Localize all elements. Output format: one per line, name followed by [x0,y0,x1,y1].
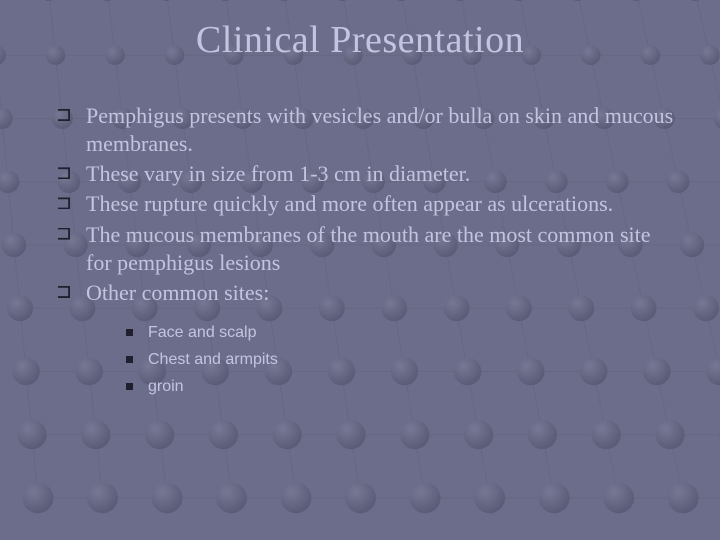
sub-bullet-item: Chest and armpits [126,346,680,373]
sub-bullet-list: Face and scalp Chest and armpits groin [86,319,680,401]
sub-bullet-text: Chest and armpits [148,351,278,368]
bullet-item: Pemphigus presents with vesicles and/or … [58,102,680,158]
bullet-text: Other common sites: [86,280,269,305]
bullet-item: Other common sites: Face and scalp Chest… [58,279,680,401]
bullet-text: These vary in size from 1-3 cm in diamet… [86,161,470,186]
bullet-text: These rupture quickly and more often app… [86,191,613,216]
bullet-item: The mucous membranes of the mouth are th… [58,221,680,277]
sub-bullet-text: groin [148,378,184,395]
sub-bullet-text: Face and scalp [148,324,257,341]
bullet-text: The mucous membranes of the mouth are th… [86,222,651,275]
slide-content: Clinical Presentation Pemphigus presents… [0,0,720,401]
bullet-text: Pemphigus presents with vesicles and/or … [86,103,673,156]
bullet-list: Pemphigus presents with vesicles and/or … [40,102,680,401]
sub-bullet-item: Face and scalp [126,319,680,346]
slide-title: Clinical Presentation [40,18,680,62]
sub-bullet-item: groin [126,373,680,400]
slide: Clinical Presentation Pemphigus presents… [0,0,720,540]
bullet-item: These rupture quickly and more often app… [58,190,680,218]
bullet-item: These vary in size from 1-3 cm in diamet… [58,160,680,188]
